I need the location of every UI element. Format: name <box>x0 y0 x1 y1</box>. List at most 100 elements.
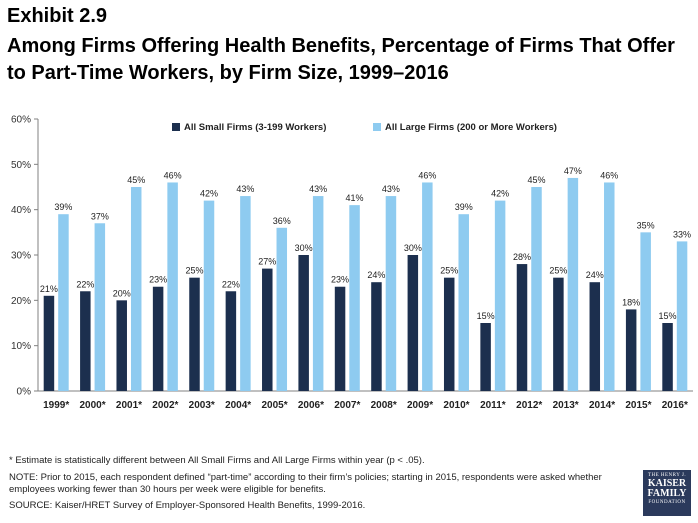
bar-large-firms <box>458 214 469 391</box>
data-label-large: 45% <box>527 175 545 185</box>
data-label-small: 27% <box>258 257 276 267</box>
data-label-small: 15% <box>477 311 495 321</box>
bar-small-firms <box>262 268 273 391</box>
x-tick-label: 2012* <box>516 400 542 411</box>
logo-line-1: THE HENRY J. <box>647 473 687 478</box>
bar-large-firms <box>494 200 506 391</box>
y-tick-label: 60% <box>11 115 31 126</box>
legend-swatch-large <box>373 123 381 131</box>
bar-large-firms <box>567 177 579 391</box>
kff-logo: THE HENRY J. KAISER FAMILY FOUNDATION <box>643 470 691 516</box>
data-label-small: 22% <box>222 279 240 289</box>
y-tick-label: 40% <box>11 205 31 216</box>
data-label-small: 24% <box>586 270 604 280</box>
bar-small-firms <box>625 309 637 391</box>
bar-small-firms <box>553 277 564 391</box>
data-label-large: 45% <box>127 175 145 185</box>
data-label-small: 23% <box>331 275 349 285</box>
bar-large-firms <box>94 223 106 391</box>
data-label-small: 18% <box>622 297 640 307</box>
data-label-large: 46% <box>600 170 618 180</box>
bar-large-firms <box>385 196 397 391</box>
legend-swatch-small <box>172 123 180 131</box>
bar-large-firms <box>604 182 615 391</box>
data-label-small: 24% <box>367 270 385 280</box>
data-label-small: 21% <box>40 284 58 294</box>
logo-line-4: FOUNDATION <box>648 500 686 505</box>
x-tick-label: 2010* <box>443 400 469 411</box>
bar-small-firms <box>152 286 164 391</box>
x-tick-label: 2005* <box>261 400 287 411</box>
data-label-large: 39% <box>455 202 473 212</box>
logo-line-3: FAMILY <box>647 488 687 499</box>
data-label-small: 20% <box>113 288 131 298</box>
bar-large-firms <box>349 205 360 391</box>
data-label-small: 25% <box>440 266 458 276</box>
exhibit-label: Exhibit 2.9 <box>7 5 108 27</box>
note-text: NOTE: Prior to 2015, each respondent def… <box>9 472 602 495</box>
data-label-large: 46% <box>418 170 436 180</box>
data-label-large: 41% <box>346 193 364 203</box>
x-tick-label: 2016* <box>662 400 688 411</box>
data-label-large: 42% <box>200 189 218 199</box>
data-label-large: 35% <box>637 220 655 230</box>
bar-small-firms <box>298 255 309 391</box>
x-tick-label: 2014* <box>589 400 615 411</box>
data-label-large: 39% <box>54 202 72 212</box>
data-label-small: 22% <box>76 279 94 289</box>
x-tick-label: 2009* <box>407 400 433 411</box>
legend-label-large: All Large Firms (200 or More Workers) <box>385 122 557 133</box>
bar-large-firms <box>167 182 178 391</box>
legend-label-small: All Small Firms (3-199 Workers) <box>184 122 326 133</box>
x-tick-label: 2011* <box>480 400 506 411</box>
bar-small-firms <box>225 291 237 391</box>
data-label-large: 42% <box>491 189 509 199</box>
data-label-large: 43% <box>236 184 254 194</box>
data-label-large: 33% <box>673 229 691 239</box>
x-tick-label: 2015* <box>625 400 651 411</box>
bar-large-firms <box>531 187 542 391</box>
bar-small-firms <box>334 286 346 391</box>
data-label-large: 46% <box>164 170 182 180</box>
bar-large-firms <box>58 214 69 391</box>
data-label-small: 25% <box>549 266 567 276</box>
bar-large-firms <box>640 232 651 391</box>
source-text: SOURCE: Kaiser/HRET Survey of Employer-S… <box>9 500 366 511</box>
bar-chart: 0% 10% 20% 30% 40% 50% 60% 21% 39% 1999* 22% 37% 200… <box>11 115 693 411</box>
chart-title: Among Firms Offering Health Benefits, Pe… <box>7 35 675 84</box>
bar-small-firms <box>116 300 127 391</box>
bar-small-firms <box>589 282 601 391</box>
bar-large-firms <box>676 241 688 391</box>
x-tick-label: 2008* <box>371 400 397 411</box>
data-label-small: 15% <box>659 311 677 321</box>
bar-small-firms <box>80 291 91 391</box>
y-tick-label: 0% <box>17 387 32 398</box>
x-tick-label: 2006* <box>298 400 324 411</box>
data-label-small: 30% <box>295 243 313 253</box>
bar-small-firms <box>371 282 382 391</box>
bar-small-firms <box>480 323 491 391</box>
logo-line-2: KAISER <box>647 478 687 489</box>
bar-small-firms <box>516 264 528 391</box>
data-label-large: 43% <box>309 184 327 194</box>
bar-large-firms <box>240 196 251 391</box>
bar-large-firms <box>422 182 433 391</box>
data-label-large: 37% <box>91 211 109 221</box>
bar-small-firms <box>662 323 673 391</box>
footnote: * Estimate is statistically different be… <box>9 455 425 466</box>
x-tick-label: 2004* <box>225 400 251 411</box>
x-tick-label: 2013* <box>553 400 579 411</box>
data-label-small: 25% <box>185 266 203 276</box>
data-label-large: 43% <box>382 184 400 194</box>
data-label-small: 28% <box>513 252 531 262</box>
data-label-small: 23% <box>149 275 167 285</box>
bar-large-firms <box>276 227 288 391</box>
y-tick-label: 20% <box>11 296 31 307</box>
x-tick-label: 2001* <box>116 400 142 411</box>
bar-large-firms <box>130 187 142 391</box>
data-label-large: 36% <box>273 216 291 226</box>
bar-small-firms <box>43 295 55 391</box>
x-tick-label: 2000* <box>80 400 106 411</box>
y-tick-label: 30% <box>11 251 31 262</box>
bar-large-firms <box>312 196 324 391</box>
